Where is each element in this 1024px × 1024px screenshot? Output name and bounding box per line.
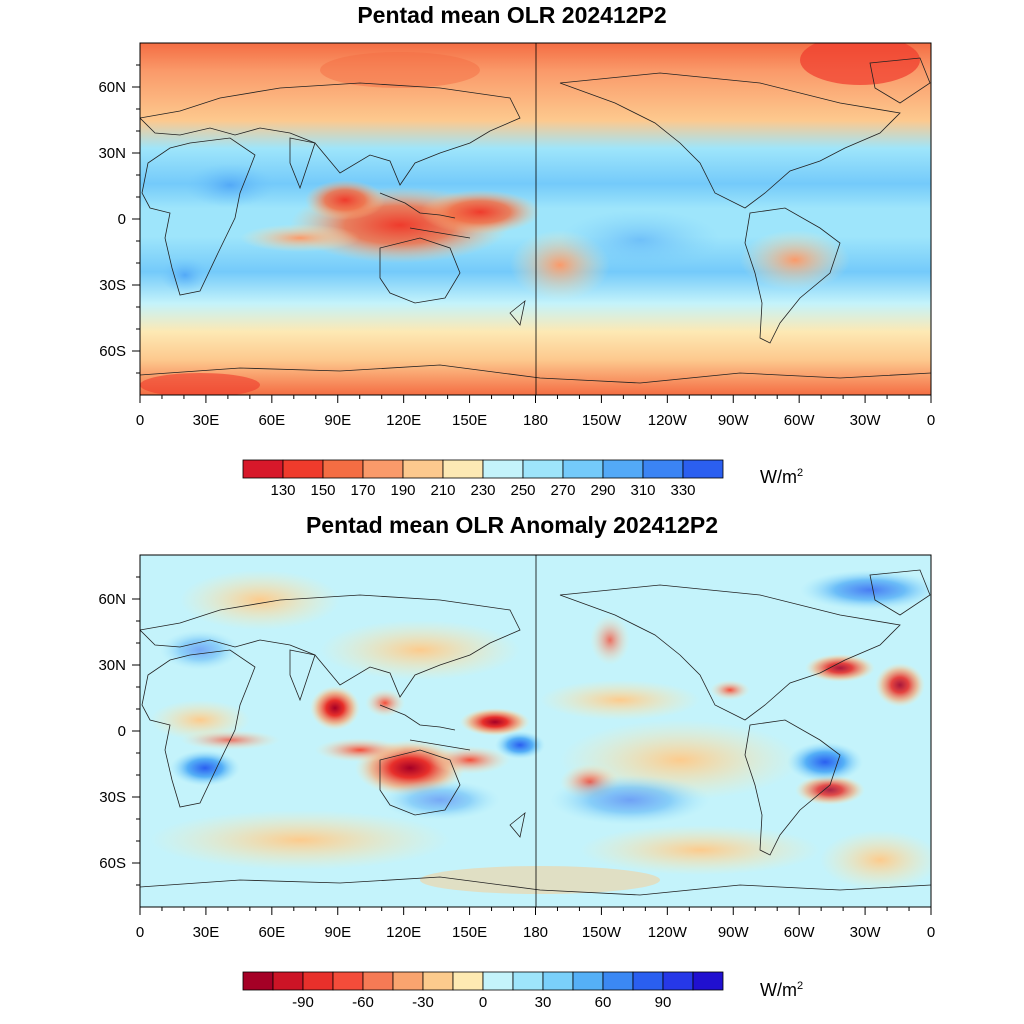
colorbar-swatch [642, 459, 684, 479]
colorbar-label: 0 [479, 994, 487, 1011]
colorbar-label: 310 [630, 482, 655, 499]
colorbar-unit-panel2: W/m2 [760, 980, 804, 1000]
colorbar-label: 290 [590, 482, 615, 499]
colorbar-swatch [362, 971, 394, 991]
colorbar-swatch [332, 971, 364, 991]
lon-label: 120W [648, 924, 688, 941]
colorbar-panel2: -90 -60 -30 0 30 60 90 [242, 971, 724, 1011]
lon-label: 60W [784, 412, 816, 429]
colorbar-swatch [482, 459, 524, 479]
colorbar-label: -60 [352, 994, 374, 1011]
lon-label: 150E [452, 924, 487, 941]
ticks-panel1 [132, 64, 932, 403]
lon-label: 180 [523, 924, 548, 941]
lon-label: 90W [718, 924, 750, 941]
colorbar-label: 330 [670, 482, 695, 499]
axis-labels-panel1: 0 30E 60E 90E 120E 150E 180 150W 120W 90W 60W 30W 0 6… [98, 79, 935, 429]
coastlines-panel2 [140, 569, 931, 896]
colorbar-label: 190 [390, 482, 415, 499]
colorbar-swatch [422, 971, 454, 991]
colorbar-label: 130 [270, 482, 295, 499]
lon-label: 120W [648, 412, 688, 429]
colorbar-swatch [282, 459, 324, 479]
colorbar-label: 250 [510, 482, 535, 499]
colorbar-swatch [392, 971, 424, 991]
lat-label: 30S [99, 277, 126, 294]
lon-label: 120E [386, 412, 421, 429]
olr-anomaly-map [140, 555, 931, 907]
lon-label: 30E [193, 412, 220, 429]
coastlines-panel1 [140, 57, 931, 384]
ticks-panel2 [132, 576, 932, 915]
colorbar-swatch [542, 971, 574, 991]
colorbar-swatch [242, 459, 284, 479]
colorbar-swatch [512, 971, 544, 991]
lon-label: 60E [258, 924, 285, 941]
lat-label: 60N [98, 591, 126, 608]
colorbar-swatch [562, 459, 604, 479]
colorbar-swatch [442, 459, 484, 479]
colorbar-swatch [572, 971, 604, 991]
colorbar-unit-panel1: W/m2 [760, 467, 804, 487]
colorbar-swatch [692, 971, 724, 991]
lat-label: 60N [98, 79, 126, 96]
lat-label: 30N [98, 657, 126, 674]
lat-label: 30S [99, 789, 126, 806]
lon-label: 150E [452, 412, 487, 429]
lon-label: 150W [582, 924, 622, 941]
lon-label: 0 [927, 412, 935, 429]
lon-label: 30W [850, 412, 882, 429]
lat-label: 30N [98, 145, 126, 162]
colorbar-swatch [302, 971, 334, 991]
lat-label: 60S [99, 855, 126, 872]
lon-label: 30W [850, 924, 882, 941]
colorbar-swatch [402, 459, 444, 479]
lon-label: 90E [324, 924, 351, 941]
colorbar-label: 30 [535, 994, 552, 1011]
colorbar-swatch [482, 971, 514, 991]
lat-label: 60S [99, 343, 126, 360]
colorbar-label: 150 [310, 482, 335, 499]
colorbar-swatch [362, 459, 404, 479]
lon-label: 0 [136, 924, 144, 941]
lon-label: 180 [523, 412, 548, 429]
olr-map [140, 43, 931, 395]
lon-label: 120E [386, 924, 421, 941]
colorbar-panel1: 130 150 170 190 210 230 250 270 290 310 330 [242, 459, 724, 499]
panel1-title: Pentad mean OLR 202412P2 [357, 2, 667, 28]
lon-label: 0 [136, 412, 144, 429]
colorbar-swatch [602, 459, 644, 479]
colorbar-swatch [602, 971, 634, 991]
lon-label: 30E [193, 924, 220, 941]
colorbar-swatch [242, 971, 274, 991]
colorbar-label: -90 [292, 994, 314, 1011]
colorbar-label: 90 [655, 994, 672, 1011]
colorbar-swatch [682, 459, 724, 479]
colorbar-swatch [662, 971, 694, 991]
colorbar-label: 60 [595, 994, 612, 1011]
colorbar-label: 170 [350, 482, 375, 499]
panel2-title: Pentad mean OLR Anomaly 202412P2 [305, 512, 719, 538]
lon-label: 60E [258, 412, 285, 429]
lon-label: 60W [784, 924, 816, 941]
lon-label: 90E [324, 412, 351, 429]
axis-labels-panel2: 0 30E 60E 90E 120E 150E 180 150W 120W 90W 60W 30W 0 6… [98, 591, 935, 941]
lon-label: 90W [718, 412, 750, 429]
colorbar-label: 210 [430, 482, 455, 499]
colorbar-swatch [272, 971, 304, 991]
lon-label: 0 [927, 924, 935, 941]
colorbar-swatch [522, 459, 564, 479]
lat-label: 0 [118, 211, 126, 228]
lat-label: 0 [118, 723, 126, 740]
colorbar-label: 270 [550, 482, 575, 499]
colorbar-swatch [322, 459, 364, 479]
colorbar-label: 230 [470, 482, 495, 499]
colorbar-swatch [452, 971, 484, 991]
colorbar-label: -30 [412, 994, 434, 1011]
colorbar-swatch [632, 971, 664, 991]
lon-label: 150W [582, 412, 622, 429]
